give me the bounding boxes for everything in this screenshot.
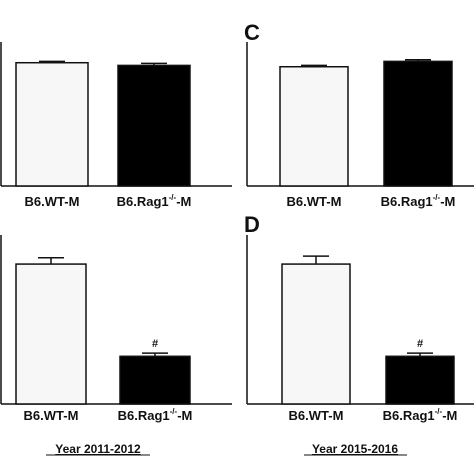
bar-wt [281, 263, 351, 405]
bar-rag1 [117, 64, 191, 187]
bar-wt [279, 65, 349, 187]
tick-label: B6.WT-M [24, 408, 79, 423]
bar-rag1 [383, 60, 453, 187]
chart-1: B6.WT-M B6.Rag1-/--M [0, 42, 232, 209]
footer-year-right: Year 2015-2016 [312, 442, 398, 456]
bar-wt [15, 61, 89, 187]
significance-mark: # [152, 338, 158, 350]
tick-label: B6.WT-M [287, 194, 342, 209]
tick-label: B6.WT-M [289, 408, 344, 423]
tick-label: B6.Rag1-/--M [117, 193, 192, 209]
significance-mark: # [417, 338, 423, 350]
tick-label: B6.WT-M [25, 194, 80, 209]
chart-3: B6.WT-M # B6.Rag1-/--M [0, 235, 232, 423]
chart-2: B6.WT-M B6.Rag1-/--M [246, 42, 474, 209]
bar-rag1 [119, 355, 191, 405]
charts-group: B6.WT-M B6.Rag1-/--M B6.WT-M B6.Rag1-/--MB6… [0, 42, 474, 423]
chart-4: B6.WT-M # B6.Rag1-/--M [246, 235, 474, 423]
tick-label: B6.Rag1-/--M [118, 407, 193, 423]
footer-year-left: Year 2011-2012 [55, 442, 141, 456]
tick-label: B6.Rag1-/--M [381, 193, 456, 209]
bar-rag1 [385, 355, 455, 405]
tick-label: B6.Rag1-/--M [383, 407, 458, 423]
panel-label-c: C [244, 20, 260, 45]
bar-wt [15, 263, 87, 405]
panel-label-d: D [244, 212, 260, 237]
